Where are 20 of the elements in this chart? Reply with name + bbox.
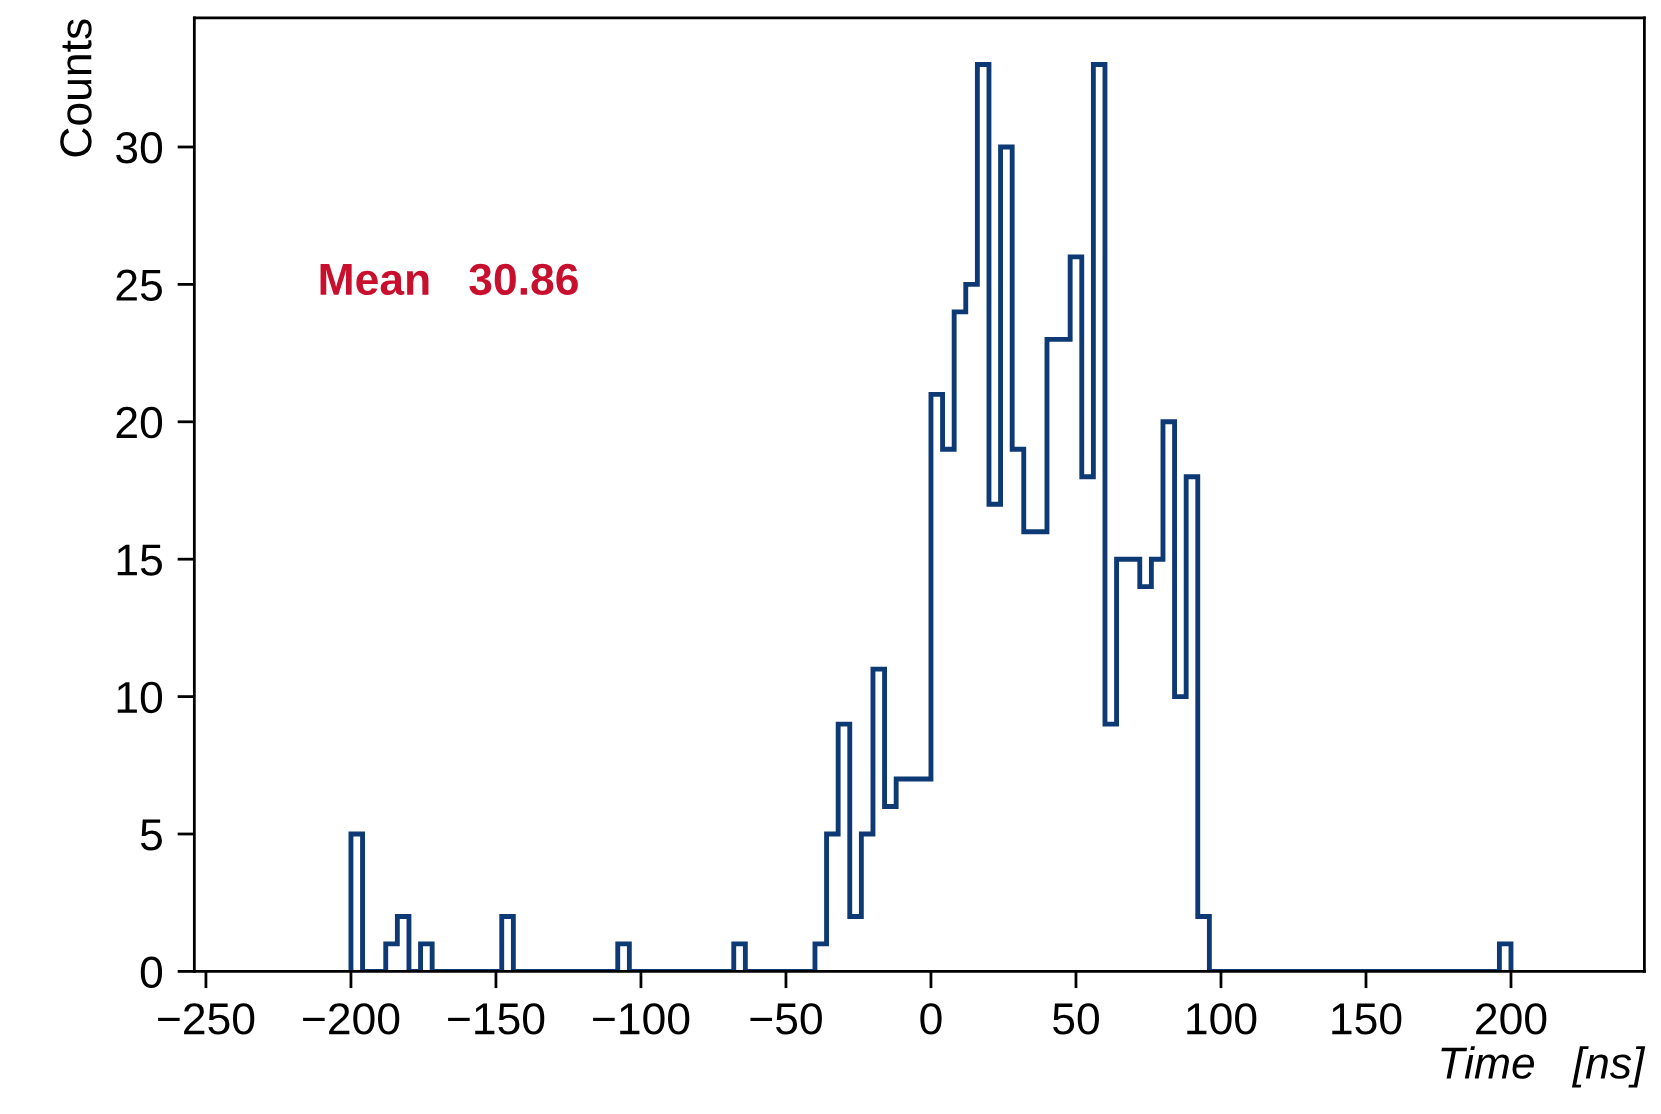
y-axis-title: Counts [60,19,92,157]
y-tick-label: 30 [116,132,163,164]
x-tick-label: −150 [448,1003,545,1035]
x-tick-label: 150 [1332,1003,1402,1035]
x-tick-label: −50 [750,1003,822,1035]
y-tick-label: 5 [140,819,162,851]
x-axis-title: Time [ns] [1441,1046,1646,1088]
x-tick-label: 200 [1476,1003,1547,1035]
y-tick-label: 10 [117,681,163,714]
x-tick-label: −100 [593,1003,690,1035]
annotation: Mean 30.86 [320,263,578,296]
x-tick-label: 0 [920,1003,942,1035]
y-tick-label: 0 [140,956,163,988]
x-tick-label: −200 [303,1003,400,1035]
y-tick-label: 20 [116,406,163,439]
y-tick-label: 25 [116,269,162,301]
x-tick-label: −250 [158,1003,255,1035]
x-tick-label: 50 [1053,1003,1099,1035]
y-tick-label: 15 [117,544,162,576]
x-tick-label: 100 [1187,1003,1257,1035]
